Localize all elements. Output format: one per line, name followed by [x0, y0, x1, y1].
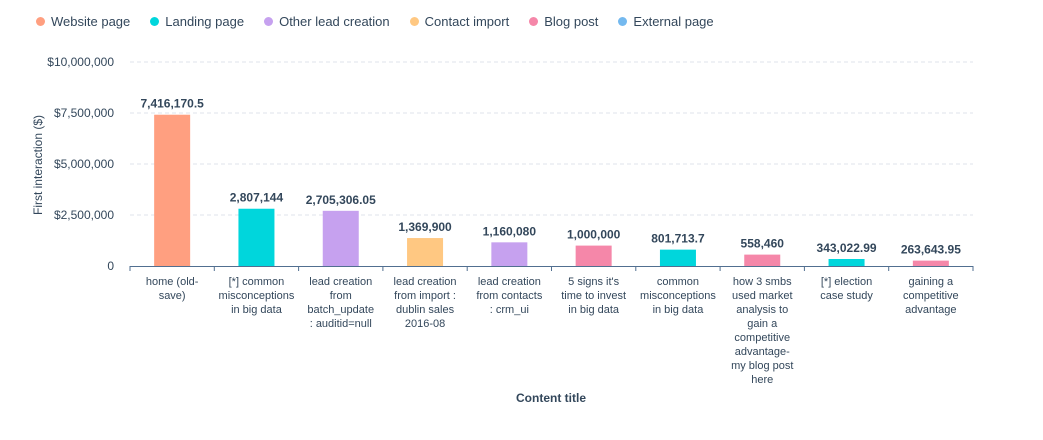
category-label: 5 signs it's time to invest in big data [561, 276, 626, 316]
category-label-line: [*] common [229, 276, 285, 288]
legend-item[interactable]: Blog post [529, 14, 598, 29]
category-label-line: in big data [568, 304, 620, 316]
category-label-line: gain a [747, 318, 778, 330]
category-label: lead creation from batch_update : auditid=n… [307, 276, 374, 330]
bar[interactable] [659, 249, 696, 266]
category-label-line: used market [732, 290, 793, 302]
x-axis-title: Content title [516, 391, 586, 405]
legend-label: Blog post [544, 14, 599, 29]
category-label-line: lead creation [478, 276, 541, 288]
legend-dot-icon [264, 17, 274, 26]
bar-value-label: 343,022.99 [817, 241, 877, 255]
bar-value-label: 263,643.95 [901, 243, 961, 257]
y-tick-label: $2,500,000 [54, 208, 114, 222]
category-label-line: [*] election [821, 276, 872, 288]
category-label-line: in big data [653, 304, 705, 316]
category-label: [*] common misconceptions in big data [219, 276, 295, 316]
category-label-line: : crm_ui [490, 304, 529, 316]
category-label-line: in big data [231, 304, 283, 316]
category-label-line: 5 signs it's [568, 276, 620, 288]
y-axis-title: First interaction ($) [31, 115, 45, 215]
chart-legend: Website page Landing page Other lead creat… [36, 14, 714, 29]
category-label: lead creation from import : dublin sales 20… [394, 276, 457, 330]
category-label-line: competitive [903, 290, 959, 302]
category-label-line: common [657, 276, 699, 288]
category-label-line: : auditid=null [310, 318, 372, 330]
y-tick-label: $7,500,000 [54, 106, 114, 120]
y-tick-label: $10,000,000 [47, 55, 114, 69]
category-label: how 3 smbs used market analysis to gain a co… [731, 276, 793, 386]
bar[interactable] [575, 245, 612, 266]
category-label-line: lead creation [394, 276, 457, 288]
bar-value-label: 2,807,144 [230, 191, 284, 205]
category-label-line: time to invest [561, 290, 626, 302]
category-label: lead creation from contacts : crm_ui [476, 276, 543, 316]
bar[interactable] [744, 254, 781, 266]
legend-label: Other lead creation [279, 14, 390, 29]
category-label-line: gaining a [909, 276, 955, 288]
category-label-line: save) [159, 290, 186, 302]
y-tick-label: $5,000,000 [54, 157, 114, 171]
category-label: gaining a competitive advantage [903, 276, 959, 316]
legend-label: External page [633, 14, 714, 29]
bar-value-label: 1,160,080 [483, 224, 537, 238]
legend-label: Landing page [165, 14, 245, 29]
bar[interactable] [322, 210, 359, 266]
category-label-line: advantage [905, 304, 956, 316]
category-label-line: my blog post [731, 360, 793, 372]
bar[interactable] [828, 259, 865, 266]
bar[interactable] [491, 242, 528, 266]
category-label-line: from import : [394, 290, 456, 302]
bar-value-label: 2,705,306.05 [306, 193, 376, 207]
category-label-line: competitive [734, 332, 790, 344]
legend-item[interactable]: Landing page [150, 14, 244, 29]
bar-value-label: 1,000,000 [567, 228, 621, 242]
category-label-line: batch_update [307, 304, 374, 316]
y-axis-ticks: 0 $2,500,000 $5,000,000 $7,500,000 $10,000,0… [47, 55, 114, 273]
bar-value-label: 558,460 [741, 237, 785, 251]
bar-value-label: 1,369,900 [398, 220, 452, 234]
category-label-line: advantage- [735, 346, 790, 358]
category-label-line: 2016-08 [405, 318, 445, 330]
category-label-line: dublin sales [396, 304, 455, 316]
bar[interactable] [238, 208, 275, 266]
category-label-line: case study [820, 290, 873, 302]
category-label-line: how 3 smbs [733, 276, 792, 288]
category-label-line: from contacts [476, 290, 543, 302]
category-label: common misconceptions in big data [640, 276, 716, 316]
bar-value-label: 7,416,170.5 [140, 97, 204, 111]
legend-label: Website page [51, 14, 131, 29]
legend-dot-icon [529, 17, 539, 26]
bar[interactable] [912, 260, 949, 266]
category-label: [*] election case study [820, 276, 873, 302]
legend-item[interactable]: Website page [36, 14, 130, 29]
bar-value-label: 801,713.7 [651, 232, 705, 246]
legend-dot-icon [36, 17, 45, 26]
legend-item[interactable]: Other lead creation [264, 14, 390, 29]
x-axis: home (old-save) [*] common misconceptions i… [129, 266, 974, 386]
bar[interactable] [407, 238, 444, 266]
category-label-line: lead creation [309, 276, 372, 288]
bar[interactable] [154, 114, 191, 267]
category-label: home (old-save) [146, 276, 199, 302]
legend-item[interactable]: Contact import [409, 14, 510, 29]
legend-dot-icon [618, 17, 628, 26]
category-label-line: misconceptions [640, 290, 716, 302]
legend-label: Contact import [424, 14, 510, 29]
bars: 7,416,170.5 2,807,144 2,705,306.05 1,369,90… [140, 97, 961, 267]
y-tick-label: 0 [107, 259, 114, 273]
legend-item[interactable]: External page [618, 14, 714, 29]
category-label-line: misconceptions [219, 290, 295, 302]
category-label-line: here [751, 374, 773, 386]
category-label-line: analysis to [736, 304, 788, 316]
legend-dot-icon [150, 17, 160, 26]
category-label-line: home (old- [146, 276, 199, 288]
legend-dot-icon [409, 17, 419, 26]
category-label-line: from [330, 290, 352, 302]
